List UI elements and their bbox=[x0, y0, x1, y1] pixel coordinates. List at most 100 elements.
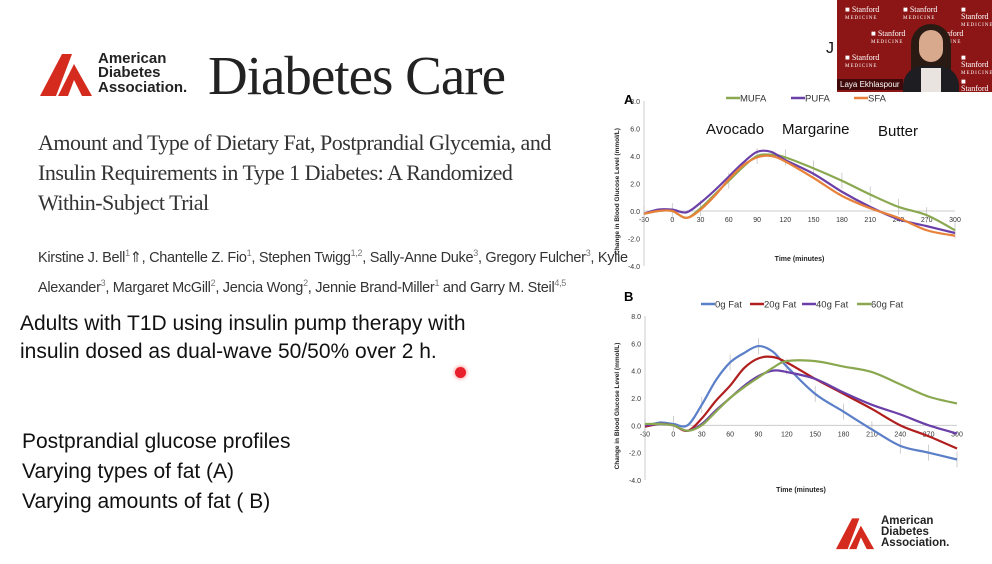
author-name[interactable]: Stephen Twigg bbox=[258, 249, 351, 266]
legend-label: MUFA bbox=[740, 94, 767, 105]
webcam-video-tile[interactable]: ■ Stanford MEDICINE ■ Stanford MEDICINE ■ … bbox=[837, 0, 992, 92]
legend-label: 40g Fat bbox=[816, 300, 849, 311]
footer-logo-text: American Diabetes Association. bbox=[881, 515, 950, 549]
series-line-60g-fat bbox=[644, 359, 958, 432]
stanford-logo: ■ Stanford MEDICINE bbox=[871, 29, 906, 46]
legend-label: 20g Fat bbox=[764, 300, 797, 311]
author-affiliation: 1,2 bbox=[350, 248, 363, 258]
x-tick-label: 90 bbox=[753, 217, 761, 224]
title-line: Amount and Type of Dietary Fat, Postpran… bbox=[38, 130, 551, 155]
y-tick-label: -4.0 bbox=[629, 478, 641, 485]
x-tick-label: 0 bbox=[671, 431, 675, 438]
author-affiliation: 3 bbox=[100, 277, 106, 288]
y-tick-label: 2.0 bbox=[631, 396, 641, 403]
x-tick-label: 30 bbox=[698, 431, 706, 438]
author-affiliation: 2 bbox=[210, 277, 216, 288]
method-text: Adults with T1D using insulin pump thera… bbox=[20, 310, 466, 366]
ada-triangle-icon bbox=[40, 54, 92, 96]
x-tick-label: 0 bbox=[670, 217, 674, 224]
author-name[interactable]: Chantelle Z. Fio bbox=[149, 249, 247, 266]
x-axis-label: Time (minutes) bbox=[775, 256, 825, 263]
x-tick-label: 60 bbox=[725, 217, 733, 224]
x-tick-label: 120 bbox=[780, 217, 792, 224]
annotation-label: Margarine bbox=[782, 121, 850, 138]
legend-label: 0g Fat bbox=[715, 300, 742, 311]
x-tick-label: 270 bbox=[923, 431, 935, 438]
y-tick-label: -2.0 bbox=[628, 237, 640, 244]
legend-label: 60g Fat bbox=[871, 300, 904, 311]
article-title: Amount and Type of Dietary Fat, Postpran… bbox=[38, 128, 551, 218]
author-separator: ⇑, bbox=[129, 249, 150, 266]
x-tick-label: 210 bbox=[864, 217, 876, 224]
y-tick-label: 2.0 bbox=[630, 182, 640, 189]
title-line: Within-Subject Trial bbox=[38, 190, 209, 215]
authors-line: Alexander3, Margaret McGill2, Jencia Won… bbox=[38, 271, 628, 301]
panel-label: B bbox=[624, 289, 633, 304]
x-tick-label: 240 bbox=[894, 431, 906, 438]
x-tick-label: 90 bbox=[755, 431, 763, 438]
y-tick-label: -4.0 bbox=[628, 264, 640, 271]
author-affiliation: 1 bbox=[434, 277, 440, 288]
authors-line: Kirstine J. Bell1⇑, Chantelle Z. Fio1, S… bbox=[38, 241, 628, 271]
author-affiliation: 3 bbox=[473, 248, 478, 258]
y-tick-label: -2.0 bbox=[629, 451, 641, 458]
stanford-logo: ■ Stanford MEDICINE bbox=[845, 5, 880, 22]
author-name[interactable]: Gregory Fulcher bbox=[485, 249, 586, 266]
x-tick-label: 240 bbox=[893, 217, 905, 224]
author-name[interactable]: Jennie Brand-Miller bbox=[315, 279, 435, 296]
author-separator: , bbox=[477, 249, 486, 266]
series-line-0g-fat bbox=[644, 344, 958, 461]
ada-logo-text: American Diabetes Association. bbox=[98, 50, 188, 96]
x-tick-label: 180 bbox=[836, 217, 848, 224]
y-tick-label: 0.0 bbox=[631, 423, 641, 430]
author-affiliation: 3 bbox=[585, 248, 591, 258]
author-separator: and bbox=[439, 279, 470, 296]
series-line-sfa bbox=[643, 154, 956, 237]
author-name[interactable]: Jencia Wong bbox=[222, 279, 304, 296]
bullet-item: Postprandial glucose profiles bbox=[22, 430, 291, 453]
x-tick-label: 150 bbox=[809, 431, 821, 438]
author-separator: , bbox=[105, 279, 113, 296]
x-tick-label: 120 bbox=[781, 431, 793, 438]
series-line-20g-fat bbox=[644, 355, 958, 450]
stanford-logo: ■ Stanford MEDICINE bbox=[961, 5, 992, 29]
stanford-logo: ■ Stanford MEDICINE bbox=[961, 77, 989, 93]
x-tick-label: 180 bbox=[838, 431, 850, 438]
journal-name: Diabetes Care bbox=[208, 45, 506, 106]
y-tick-label: 8.0 bbox=[630, 99, 640, 106]
author-list: Kirstine J. Bell1⇑, Chantelle Z. Fio1, S… bbox=[38, 241, 628, 301]
bullet-list: Postprandial glucose profiles Varying ty… bbox=[22, 427, 291, 517]
bullet-item: Varying types of fat (A) bbox=[22, 460, 235, 483]
author-name[interactable]: Kirstine J. Bell bbox=[38, 249, 126, 266]
title-line: Insulin Requirements in Type 1 Diabetes:… bbox=[38, 160, 513, 185]
y-axis-label: Change in Blood Glucose Level (mmol/L) bbox=[614, 343, 621, 470]
method-line: insulin dosed as dual-wave 50/50% over 2… bbox=[20, 340, 437, 363]
x-tick-label: 60 bbox=[726, 431, 734, 438]
panel-label: A bbox=[624, 92, 634, 107]
author-affiliation: 1 bbox=[246, 248, 252, 258]
ada-triangle-icon bbox=[835, 518, 875, 550]
x-tick-label: 30 bbox=[697, 217, 705, 224]
y-tick-label: 4.0 bbox=[631, 369, 641, 376]
method-line: Adults with T1D using insulin pump thera… bbox=[20, 312, 466, 335]
annotation-label: Butter bbox=[878, 123, 918, 140]
author-separator: , bbox=[307, 279, 316, 296]
x-axis-label: Time (minutes) bbox=[776, 487, 826, 494]
author-name[interactable]: Garry M. Steil bbox=[469, 279, 555, 296]
ada-logo: American Diabetes Association. bbox=[36, 50, 187, 100]
y-tick-label: 0.0 bbox=[630, 209, 640, 216]
laser-pointer bbox=[455, 367, 466, 378]
author-name[interactable]: Alexander bbox=[38, 279, 101, 296]
participant-video bbox=[897, 20, 965, 92]
x-tick-label: 150 bbox=[808, 217, 820, 224]
author-name[interactable]: Sally-Anne Duke bbox=[369, 249, 474, 266]
author-affiliation: 1 bbox=[125, 248, 130, 258]
legend-label: SFA bbox=[868, 94, 887, 105]
author-separator: , Kylie bbox=[590, 249, 628, 266]
author-name[interactable]: Margaret McGill bbox=[112, 279, 211, 296]
author-separator: , bbox=[362, 249, 370, 266]
y-tick-label: 4.0 bbox=[630, 154, 640, 161]
x-tick-label: 300 bbox=[949, 217, 961, 224]
y-tick-label: 6.0 bbox=[630, 127, 640, 134]
